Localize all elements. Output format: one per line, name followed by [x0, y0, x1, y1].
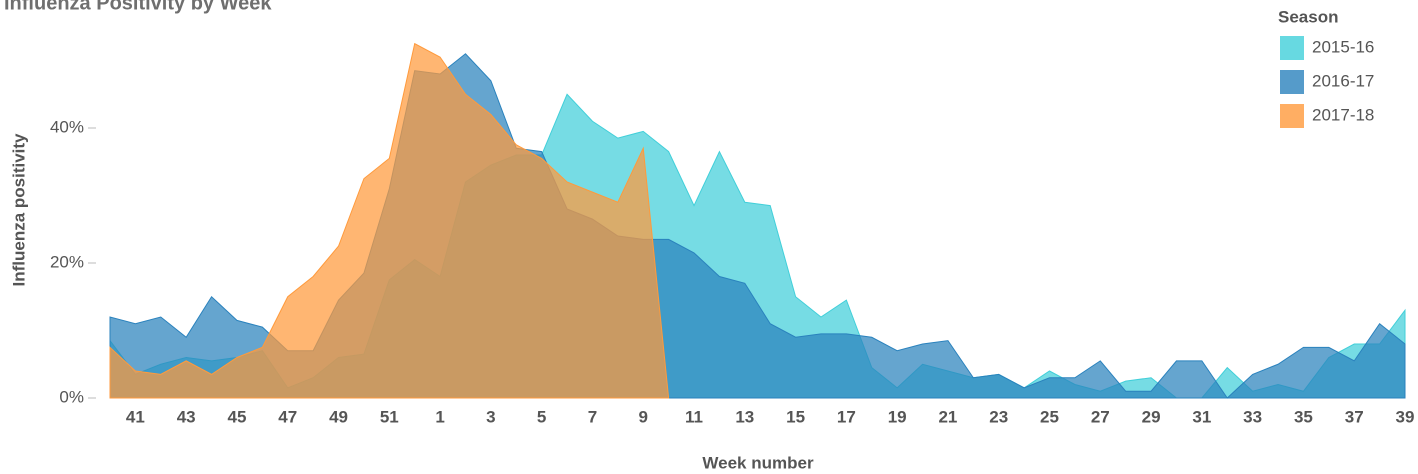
x-tick-label: 29: [1142, 407, 1161, 426]
y-tick-label: 20%: [50, 252, 84, 271]
area: [109, 42, 670, 399]
x-tick-label: 3: [486, 407, 495, 426]
x-tick-label: 45: [227, 407, 246, 426]
x-tick-label: 51: [380, 407, 399, 426]
legend-title: Season: [1278, 7, 1338, 26]
legend-label: 2016-17: [1312, 71, 1374, 90]
x-tick-label: 37: [1345, 407, 1364, 426]
x-tick-label: 9: [639, 407, 648, 426]
x-tick-label: 43: [177, 407, 196, 426]
legend-swatch: [1280, 70, 1304, 94]
x-tick-label: 23: [989, 407, 1008, 426]
x-tick-label: 1: [435, 407, 444, 426]
legend-swatch: [1280, 36, 1304, 60]
x-tick-label: 49: [329, 407, 348, 426]
x-tick-label: 5: [537, 407, 546, 426]
x-tick-label: 39: [1396, 407, 1415, 426]
x-tick-label: 13: [735, 407, 754, 426]
y-axis-label: Influenza positivity: [9, 133, 28, 287]
x-tick-label: 11: [685, 407, 703, 426]
legend-swatch: [1280, 104, 1304, 128]
x-tick-label: 15: [786, 407, 805, 426]
x-axis-label: Week number: [702, 453, 814, 472]
x-tick-label: 47: [278, 407, 297, 426]
x-tick-label: 41: [126, 407, 145, 426]
legend-label: 2015-16: [1312, 37, 1374, 56]
chart-title: Influenza Positivity by Week: [4, 0, 272, 14]
y-tick-label: 0%: [59, 387, 84, 406]
x-tick-label: 25: [1040, 407, 1059, 426]
x-tick-label: 31: [1192, 407, 1211, 426]
x-tick-label: 27: [1091, 407, 1110, 426]
y-tick-label: 40%: [50, 117, 84, 136]
x-tick-label: 7: [588, 407, 597, 426]
x-tick-label: 17: [837, 407, 856, 426]
x-tick-label: 19: [888, 407, 907, 426]
x-tick-label: 33: [1243, 407, 1262, 426]
legend-label: 2017-18: [1312, 105, 1374, 124]
x-tick-label: 21: [938, 407, 957, 426]
x-tick-label: 35: [1294, 407, 1313, 426]
